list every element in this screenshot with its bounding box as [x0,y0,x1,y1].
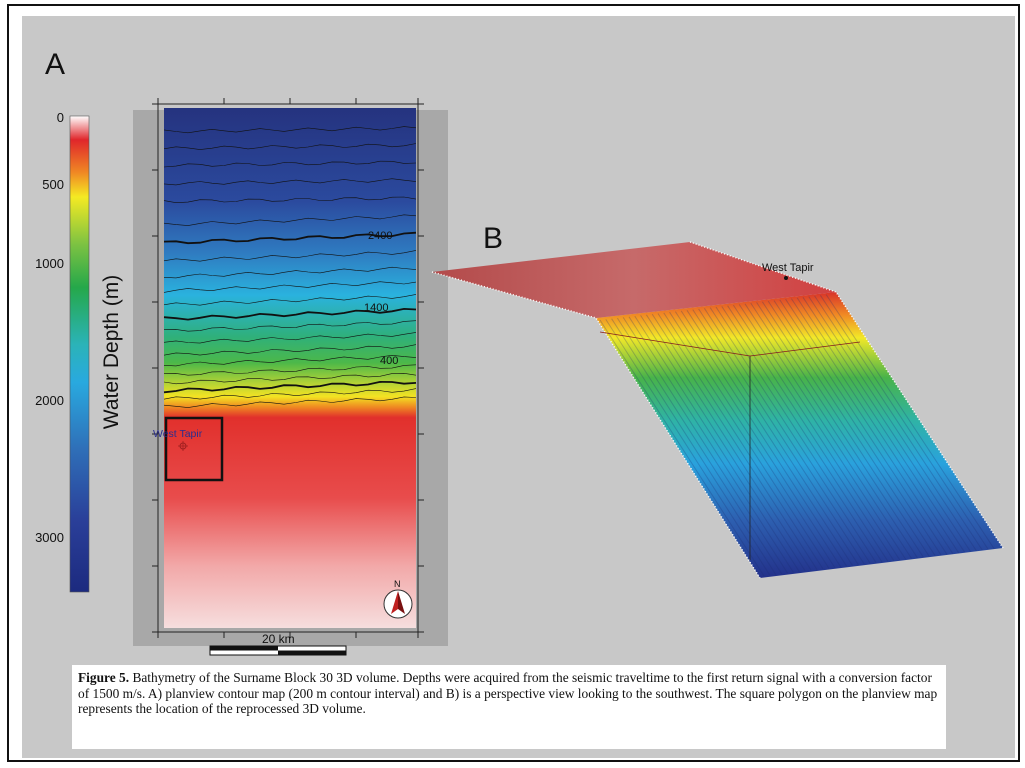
map-site-label: West Tapir [153,428,203,440]
study-area-square [164,416,224,482]
panel-a-label: A [45,48,66,81]
scale-bar [209,645,347,656]
contour-label-2400: 2400 [368,230,392,242]
contour-lines [163,126,417,408]
colorbar-tick-3000: 3000 [35,530,64,545]
colorbar-tick-500: 500 [42,177,64,192]
figure-caption: Figure 5. Bathymetry of the Surname Bloc… [72,665,946,749]
site-marker-icon [178,441,188,451]
colorbar-tick-2000: 2000 [35,393,64,408]
panel-b-label: B [483,222,504,255]
map-axis-ticks [156,100,420,634]
perspective-view [431,241,1004,579]
caption-text: Bathymetry of the Surname Block 30 3D vo… [78,670,938,716]
north-arrow-icon [383,589,413,619]
colorbar-tick-1000: 1000 [35,256,64,271]
perspective-site-label: West Tapir [762,262,814,274]
contour-label-1400: 1400 [364,302,388,314]
north-label: N [394,579,401,589]
bathymetry-map [164,108,416,628]
colorbar-tick-0: 0 [56,110,64,125]
colorbar [69,115,90,593]
caption-label: Figure 5. [78,670,130,685]
colorbar-title: Water Depth (m) [100,275,123,429]
contour-label-400: 400 [380,355,398,367]
scale-bar-label: 20 km [262,632,295,646]
